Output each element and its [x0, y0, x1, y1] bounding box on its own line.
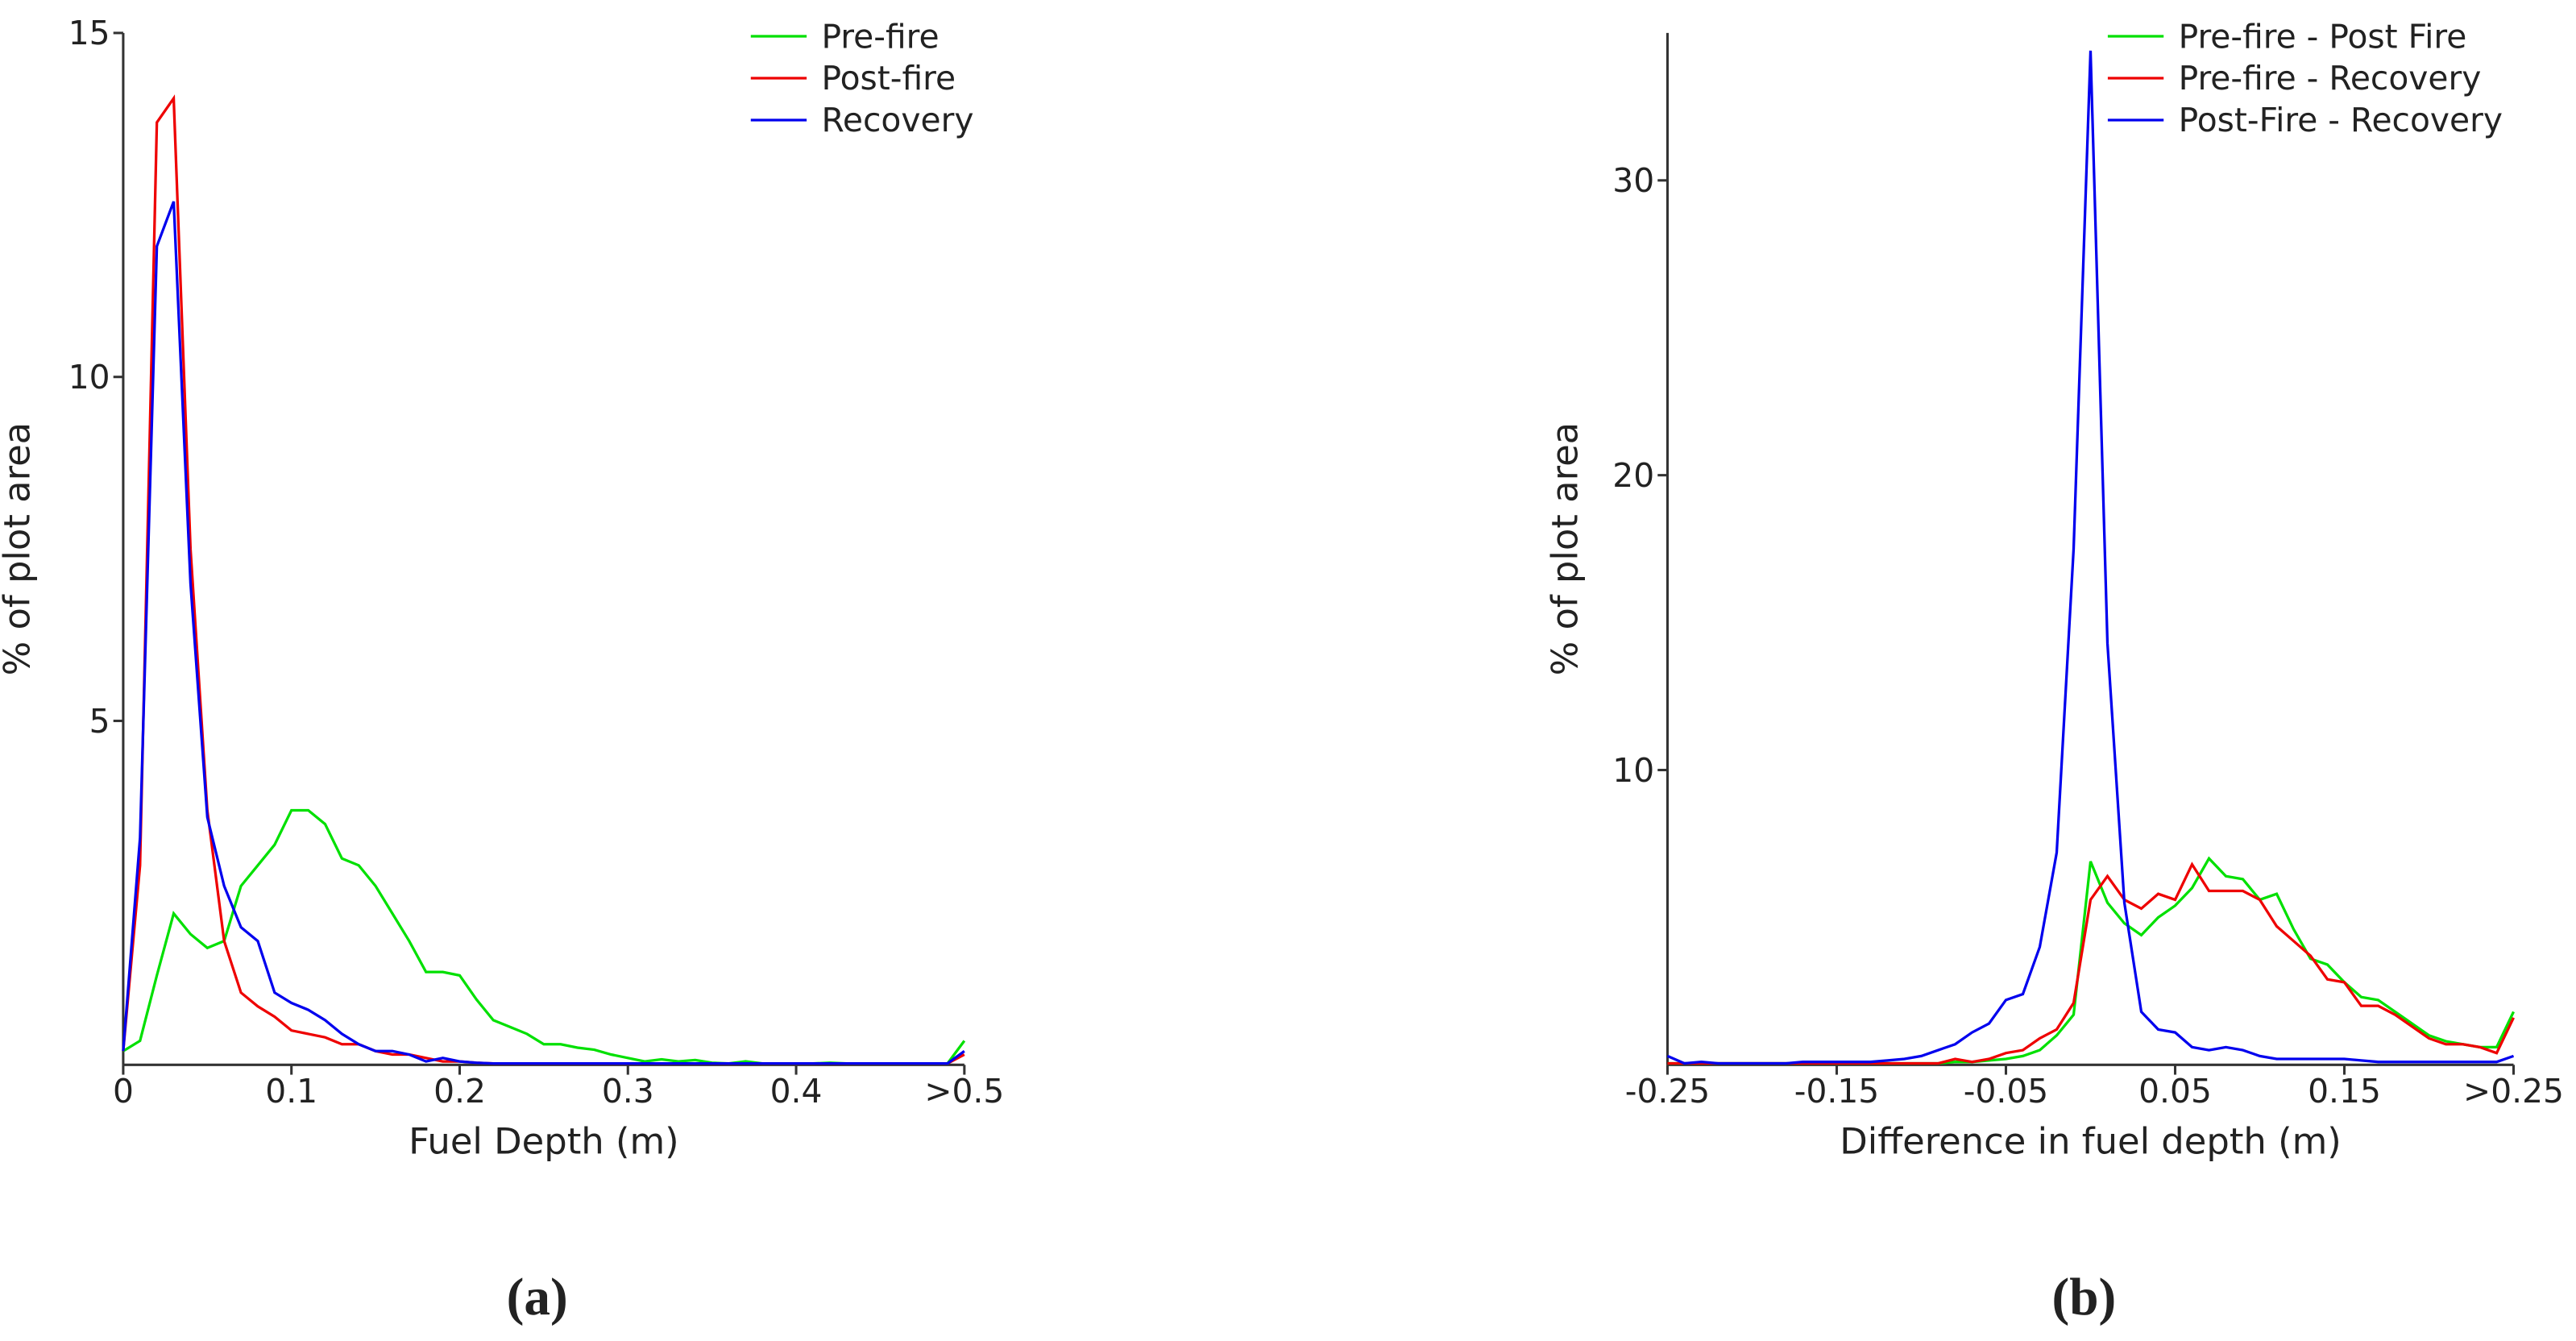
panel-label: (a) [507, 1268, 568, 1326]
data-line [122, 201, 965, 1065]
y-axis-label: % of plot area [0, 422, 39, 676]
x-tick-label: -0.25 [1625, 1072, 1710, 1111]
x-tick-label: 0.1 [265, 1072, 317, 1111]
x-axis-label: Difference in fuel depth (m) [1840, 1119, 2342, 1162]
x-tick-label: 0.2 [433, 1072, 486, 1111]
legend-label: Post-fire [821, 59, 956, 98]
x-tick-label: >0.25 [2463, 1072, 2564, 1111]
y-tick-label: 10 [1612, 751, 1654, 790]
legend-label: Pre-fire [821, 17, 939, 56]
legend-label: Pre-fire - Recovery [2179, 59, 2482, 98]
panel-label: (b) [2051, 1268, 2116, 1326]
y-axis-label: % of plot area [1543, 422, 1586, 676]
x-tick-label: -0.05 [1964, 1072, 2048, 1111]
data-line [1667, 856, 2515, 1065]
x-tick-label: -0.15 [1794, 1072, 1879, 1111]
data-line [1666, 50, 2515, 1065]
data-line [1667, 861, 2515, 1065]
y-tick-label: 10 [68, 358, 110, 396]
data-line [122, 808, 966, 1065]
y-tick-label: 30 [1612, 161, 1654, 200]
y-tick-label: 20 [1612, 456, 1654, 495]
x-axis-label: Fuel Depth (m) [409, 1119, 679, 1162]
data-line [122, 94, 965, 1065]
legend-label: Recovery [821, 101, 973, 139]
x-tick-label: 0.4 [770, 1072, 823, 1111]
x-tick-label: 0.05 [2138, 1072, 2212, 1111]
x-tick-label: >0.5 [924, 1072, 1004, 1111]
x-tick-label: 0 [113, 1072, 134, 1111]
x-tick-label: 0.3 [602, 1072, 654, 1111]
legend-label: Post-Fire - Recovery [2179, 101, 2503, 139]
y-tick-label: 15 [68, 14, 110, 52]
x-tick-label: 0.15 [2308, 1072, 2381, 1111]
y-tick-label: 5 [89, 702, 110, 741]
legend-label: Pre-fire - Post Fire [2179, 17, 2467, 56]
